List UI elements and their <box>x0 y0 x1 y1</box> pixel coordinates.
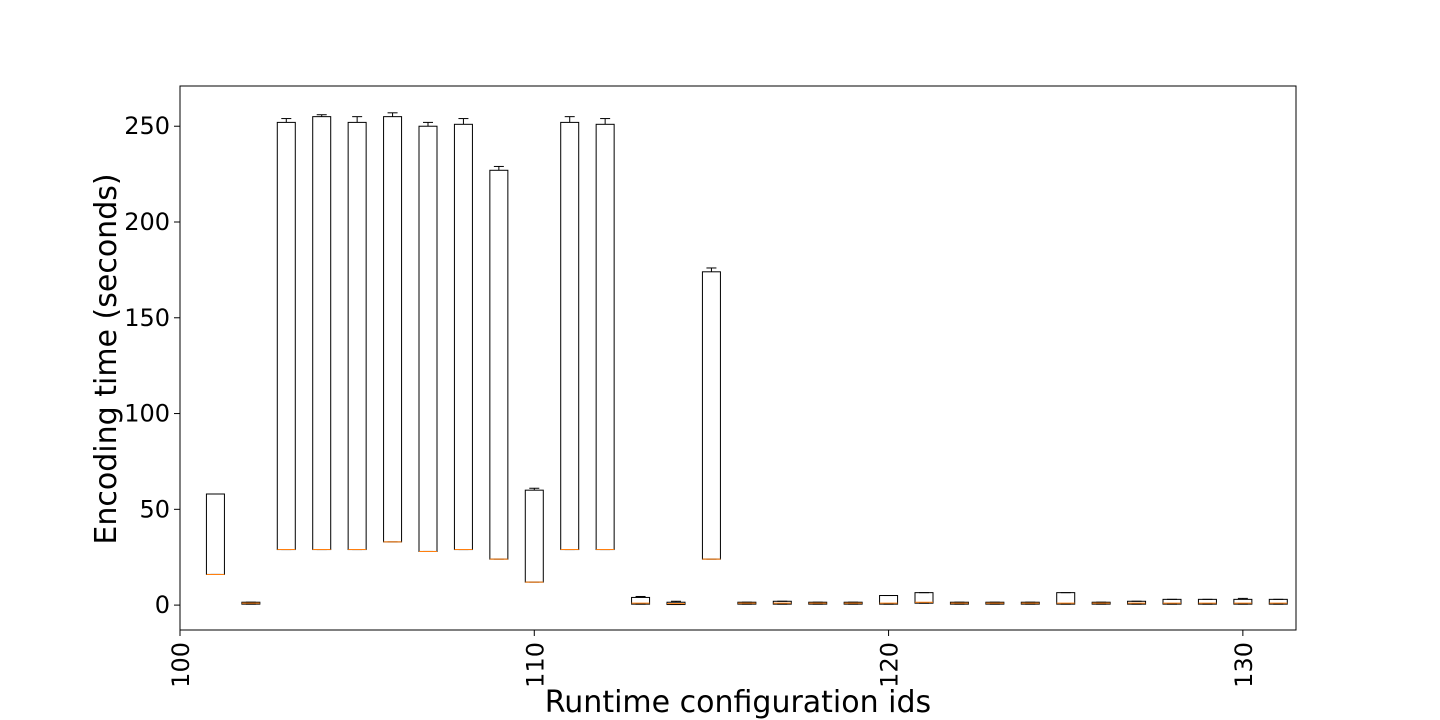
box-102 <box>241 601 261 605</box>
box-123 <box>985 601 1005 605</box>
box-body <box>205 493 225 575</box>
box-body <box>524 489 544 583</box>
box-104 <box>312 114 332 551</box>
box-129 <box>1197 598 1217 605</box>
box-115 <box>701 267 721 560</box>
plot-frame <box>179 85 1297 631</box>
x-tick-label: 100 <box>167 642 195 688</box>
box-131 <box>1268 598 1288 605</box>
x-tick-label: 120 <box>876 642 904 688</box>
x-tick-label: 110 <box>521 642 549 688</box>
box-body <box>312 116 332 551</box>
box-body <box>914 592 934 604</box>
box-body <box>1162 598 1182 605</box>
x-ticks-group: 100 110 120 130 <box>167 630 1258 688</box>
box-body <box>879 595 899 605</box>
box-121 <box>914 592 934 604</box>
box-114 <box>666 600 686 606</box>
box-body <box>560 121 580 551</box>
y-tick-label: 100 <box>124 400 170 428</box>
x-axis-label: Runtime configuration ids <box>545 685 931 720</box>
box-125 <box>1056 592 1076 605</box>
box-122 <box>949 601 969 605</box>
box-body <box>383 116 403 543</box>
box-101 <box>205 493 225 575</box>
y-tick-label: 0 <box>155 591 170 619</box>
x-tick-label: 130 <box>1230 642 1258 688</box>
y-tick-label: 50 <box>139 495 170 523</box>
box-body <box>347 121 367 551</box>
box-body <box>489 169 509 560</box>
box-103 <box>276 118 296 551</box>
box-118 <box>808 601 828 605</box>
box-128 <box>1162 598 1182 605</box>
box-119 <box>843 601 863 605</box>
box-108 <box>453 118 473 551</box>
box-111 <box>560 116 580 551</box>
box-106 <box>383 112 403 543</box>
box-126 <box>1091 601 1111 605</box>
y-axis-label: Encoding time (seconds) <box>89 173 124 544</box>
box-124 <box>1020 601 1040 605</box>
box-body <box>1233 598 1253 605</box>
box-body <box>276 121 296 551</box>
box-body <box>453 123 473 551</box>
box-body <box>418 125 438 552</box>
box-107 <box>418 121 438 552</box>
boxes-group <box>205 112 1288 606</box>
box-105 <box>347 116 367 551</box>
box-117 <box>772 600 792 605</box>
box-120 <box>879 595 899 605</box>
y-tick-label: 150 <box>124 304 170 332</box>
box-127 <box>1127 600 1147 605</box>
box-113 <box>631 595 651 605</box>
y-tick-label: 250 <box>124 112 170 140</box>
box-110 <box>524 487 544 583</box>
box-body <box>631 596 651 605</box>
box-body <box>595 123 615 551</box>
box-116 <box>737 601 757 605</box>
box-112 <box>595 118 615 551</box>
y-ticks-group: 0 50 100 150 200 250 <box>124 112 180 619</box>
box-109 <box>489 165 509 560</box>
box-body <box>1268 598 1288 605</box>
y-tick-label: 200 <box>124 208 170 236</box>
box-body <box>1197 598 1217 605</box>
box-body <box>701 271 721 560</box>
box-body <box>1056 592 1076 605</box>
box-130 <box>1233 597 1253 605</box>
